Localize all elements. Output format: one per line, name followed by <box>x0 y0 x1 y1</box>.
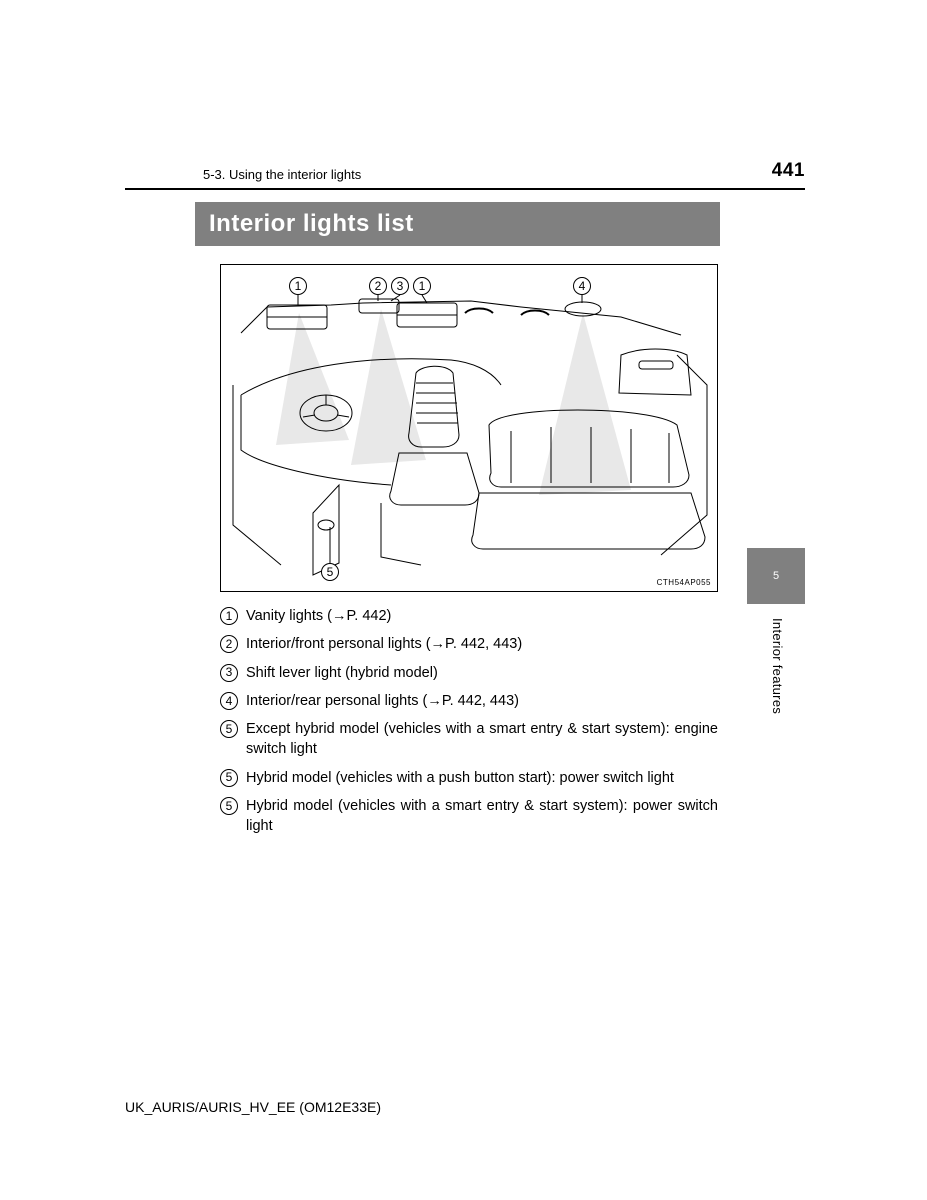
page-title: Interior lights list <box>195 202 720 246</box>
page-content: 5-3. Using the interior lights 441 Inter… <box>125 160 805 845</box>
list-number-icon: 3 <box>220 664 238 682</box>
list-item: 1 Vanity lights (→P. 442) <box>220 606 718 626</box>
list-number-icon: 4 <box>220 692 238 710</box>
list-item: 2 Interior/front personal lights (→P. 44… <box>220 634 718 654</box>
figure-callout-1: 1 <box>289 277 307 295</box>
list-item: 5 Hybrid model (vehicles with a smart en… <box>220 796 718 837</box>
section-label: 5-3. Using the interior lights <box>125 167 361 182</box>
list-text: Shift lever light (hybrid model) <box>246 663 718 683</box>
footer-code: UK_AURIS/AURIS_HV_EE (OM12E33E) <box>125 1099 381 1115</box>
figure-callout-5: 5 <box>321 563 339 581</box>
figure-callout-3: 3 <box>391 277 409 295</box>
chapter-tab-number: 5 <box>773 570 779 582</box>
figure-callout-4: 4 <box>573 277 591 295</box>
figure-callout-1b: 1 <box>413 277 431 295</box>
list-number-icon: 1 <box>220 607 238 625</box>
list-number-icon: 2 <box>220 635 238 653</box>
list-number-icon: 5 <box>220 797 238 815</box>
list-item: 5 Except hybrid model (vehicles with a s… <box>220 719 718 760</box>
figure-code: CTH54AP055 <box>657 578 711 587</box>
list-text: Hybrid model (vehicles with a smart entr… <box>246 796 718 837</box>
lights-list: 1 Vanity lights (→P. 442) 2 Interior/fro… <box>220 606 718 837</box>
list-text: Interior/rear personal lights (→P. 442, … <box>246 691 718 711</box>
chapter-tab: 5 <box>747 548 805 604</box>
figure-callout-2: 2 <box>369 277 387 295</box>
interior-lights-figure: 1 2 3 1 4 5 CTH54AP055 <box>220 264 718 592</box>
car-interior-illustration <box>221 265 718 592</box>
list-item: 4 Interior/rear personal lights (→P. 442… <box>220 691 718 711</box>
list-text: Interior/front personal lights (→P. 442,… <box>246 634 718 654</box>
page-number: 441 <box>772 160 805 182</box>
list-item: 5 Hybrid model (vehicles with a push but… <box>220 768 718 788</box>
list-number-icon: 5 <box>220 769 238 787</box>
chapter-tab-label: Interior features <box>770 618 785 714</box>
list-text: Vanity lights (→P. 442) <box>246 606 718 626</box>
list-number-icon: 5 <box>220 720 238 738</box>
list-text: Hybrid model (vehicles with a push butto… <box>246 768 718 788</box>
page-header: 5-3. Using the interior lights 441 <box>125 160 805 190</box>
list-text: Except hybrid model (vehicles with a sma… <box>246 719 718 760</box>
list-item: 3 Shift lever light (hybrid model) <box>220 663 718 683</box>
